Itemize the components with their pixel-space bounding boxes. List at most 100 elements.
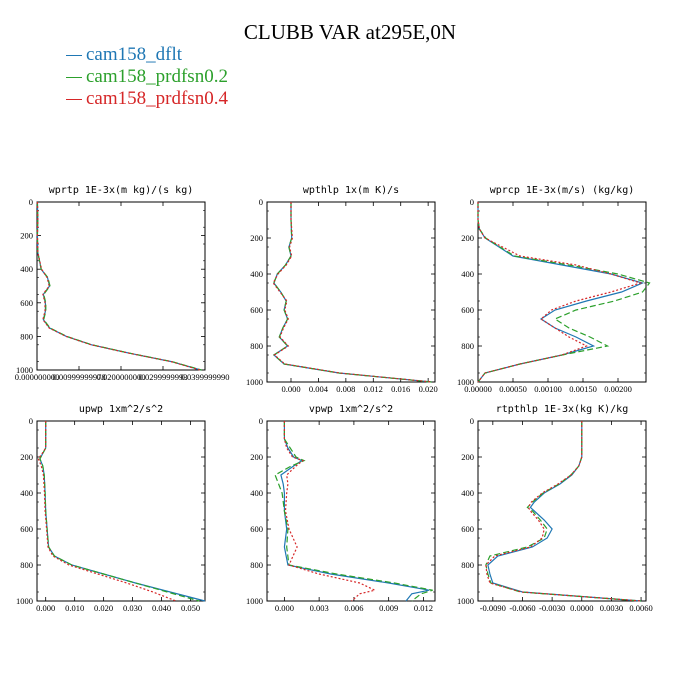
xtick-label-3-1: 0.010 <box>65 603 84 613</box>
xtick-label-0-4: 0.0399999990 <box>181 372 230 382</box>
xtick-label-1-2: 0.008 <box>336 384 355 394</box>
legend-item-prdfsn02: cam158_prdfsn0.2 <box>66 66 228 88</box>
panel-title-4: vpwp 1xm^2/s^2 <box>309 404 393 415</box>
xtick-label-3-5: 0.050 <box>181 603 200 613</box>
ytick-label-5-5: 1000 <box>457 596 474 606</box>
ytick-label-2-5: 1000 <box>457 377 474 387</box>
xtick-label-4-0: 0.000 <box>275 603 294 613</box>
series-line-3-1 <box>39 421 200 602</box>
xtick-label-4-4: 0.012 <box>414 603 433 613</box>
xtick-label-5-4: 0.0030 <box>600 603 623 613</box>
xtick-label-0-0: 0.000000000 <box>15 372 60 382</box>
panel-title-1: wpthlp 1x(m K)/s <box>303 185 399 196</box>
xtick-label-3-4: 0.040 <box>152 603 171 613</box>
ytick-label-0-5: 1000 <box>16 365 33 375</box>
legend-swatch-dflt <box>66 55 82 57</box>
xtick-label-1-4: 0.016 <box>391 384 410 394</box>
ytick-label-3-5: 1000 <box>16 596 33 606</box>
ytick-label-4-3: 600 <box>250 524 263 534</box>
panel-frame-1 <box>266 201 436 383</box>
series-line-2-1 <box>477 202 651 383</box>
ytick-label-5-2: 400 <box>461 488 474 498</box>
ytick-label-2-2: 400 <box>461 269 474 279</box>
series-line-5-2 <box>485 421 642 602</box>
ytick-label-1-3: 600 <box>250 305 263 315</box>
xtick-label-3-0: 0.000 <box>36 603 55 613</box>
ytick-label-2-3: 600 <box>461 305 474 315</box>
ytick-label-3-3: 600 <box>20 524 33 534</box>
xtick-label-2-3: 0.00150 <box>569 384 597 394</box>
series-line-3-0 <box>39 421 206 602</box>
legend-swatch-prdfsn04 <box>66 99 82 101</box>
legend-label-prdfsn04: cam158_prdfsn0.4 <box>86 88 228 109</box>
series-line-5-0 <box>487 421 642 602</box>
ytick-label-2-1: 200 <box>461 233 474 243</box>
panel-frame-0 <box>36 201 206 371</box>
series-line-1-1 <box>272 202 432 383</box>
series-line-0-1 <box>36 201 202 371</box>
xtick-label-5-1: -0.0060 <box>509 603 535 613</box>
ytick-label-0-3: 600 <box>20 298 33 308</box>
series-line-3-2 <box>37 421 177 602</box>
ytick-label-5-0: 0 <box>470 416 474 426</box>
legend-swatch-prdfsn02 <box>66 77 82 79</box>
ytick-label-4-4: 800 <box>250 560 263 570</box>
xtick-label-2-1: 0.00050 <box>499 384 527 394</box>
ytick-label-0-0: 0 <box>29 197 33 207</box>
xtick-label-1-3: 0.012 <box>364 384 383 394</box>
ytick-label-3-0: 0 <box>29 416 33 426</box>
ytick-label-0-1: 200 <box>20 231 33 241</box>
series-line-4-1 <box>274 421 433 602</box>
ytick-label-1-5: 1000 <box>246 377 263 387</box>
legend-item-prdfsn04: cam158_prdfsn0.4 <box>66 88 228 110</box>
xtick-label-0-1: 0.00999999978 <box>52 372 105 382</box>
xtick-label-5-2: -0.0030 <box>539 603 565 613</box>
xtick-label-1-0: 0.000 <box>281 384 300 394</box>
panel-title-3: upwp 1xm^2/s^2 <box>79 404 163 415</box>
series-line-5-1 <box>485 421 642 602</box>
xtick-label-2-0: 0.00000 <box>464 384 492 394</box>
legend-item-dflt: cam158_dflt <box>66 44 182 66</box>
xtick-label-1-5: 0.020 <box>419 384 438 394</box>
ytick-label-4-2: 400 <box>250 488 263 498</box>
ytick-label-0-2: 400 <box>20 264 33 274</box>
xtick-label-0-2: 0.0200000000 <box>97 372 146 382</box>
ytick-label-0-4: 800 <box>20 331 33 341</box>
series-line-4-0 <box>280 421 430 602</box>
ytick-label-1-1: 200 <box>250 233 263 243</box>
xtick-label-2-2: 0.00100 <box>534 384 562 394</box>
ytick-label-2-4: 800 <box>461 341 474 351</box>
series-line-4-2 <box>283 421 377 602</box>
xtick-label-3-2: 0.020 <box>94 603 113 613</box>
panel-frame-2 <box>477 201 647 383</box>
ytick-label-5-3: 600 <box>461 524 474 534</box>
ytick-label-5-4: 800 <box>461 560 474 570</box>
series-line-0-0 <box>36 201 201 371</box>
xtick-label-4-3: 0.009 <box>379 603 398 613</box>
xtick-label-1-1: 0.004 <box>309 384 329 394</box>
panel-title-5: rtpthlp 1E-3x(kg K)/kg <box>496 404 628 415</box>
ytick-label-1-0: 0 <box>259 197 263 207</box>
ytick-label-1-4: 800 <box>250 341 263 351</box>
figure-title: CLUBB VAR at295E,0N <box>243 20 457 44</box>
series-line-1-0 <box>272 202 432 383</box>
ytick-label-3-1: 200 <box>20 452 33 462</box>
panel-title-0: wprtp 1E-3x(m kg)/(s kg) <box>49 185 194 196</box>
ytick-label-1-2: 400 <box>250 269 263 279</box>
ytick-label-3-2: 400 <box>20 488 33 498</box>
xtick-label-0-3: 0.0299999993 <box>139 372 188 382</box>
panel-title-2: wprcp 1E-3x(m/s) (kg/kg) <box>490 185 635 196</box>
ytick-label-2-0: 0 <box>470 197 474 207</box>
panel-frame-3 <box>36 420 206 602</box>
panel-frame-5 <box>477 420 647 602</box>
xtick-label-4-1: 0.003 <box>310 603 329 613</box>
legend-label-prdfsn02: cam158_prdfsn0.2 <box>86 66 228 87</box>
xtick-label-5-0: -0.0090 <box>480 603 506 613</box>
panel-frame-4 <box>266 420 436 602</box>
xtick-label-5-5: 0.0060 <box>629 603 652 613</box>
legend-label-dflt: cam158_dflt <box>86 44 183 65</box>
xtick-label-2-4: 0.00200 <box>604 384 632 394</box>
ytick-label-4-5: 1000 <box>246 596 263 606</box>
series-line-2-2 <box>477 202 643 383</box>
